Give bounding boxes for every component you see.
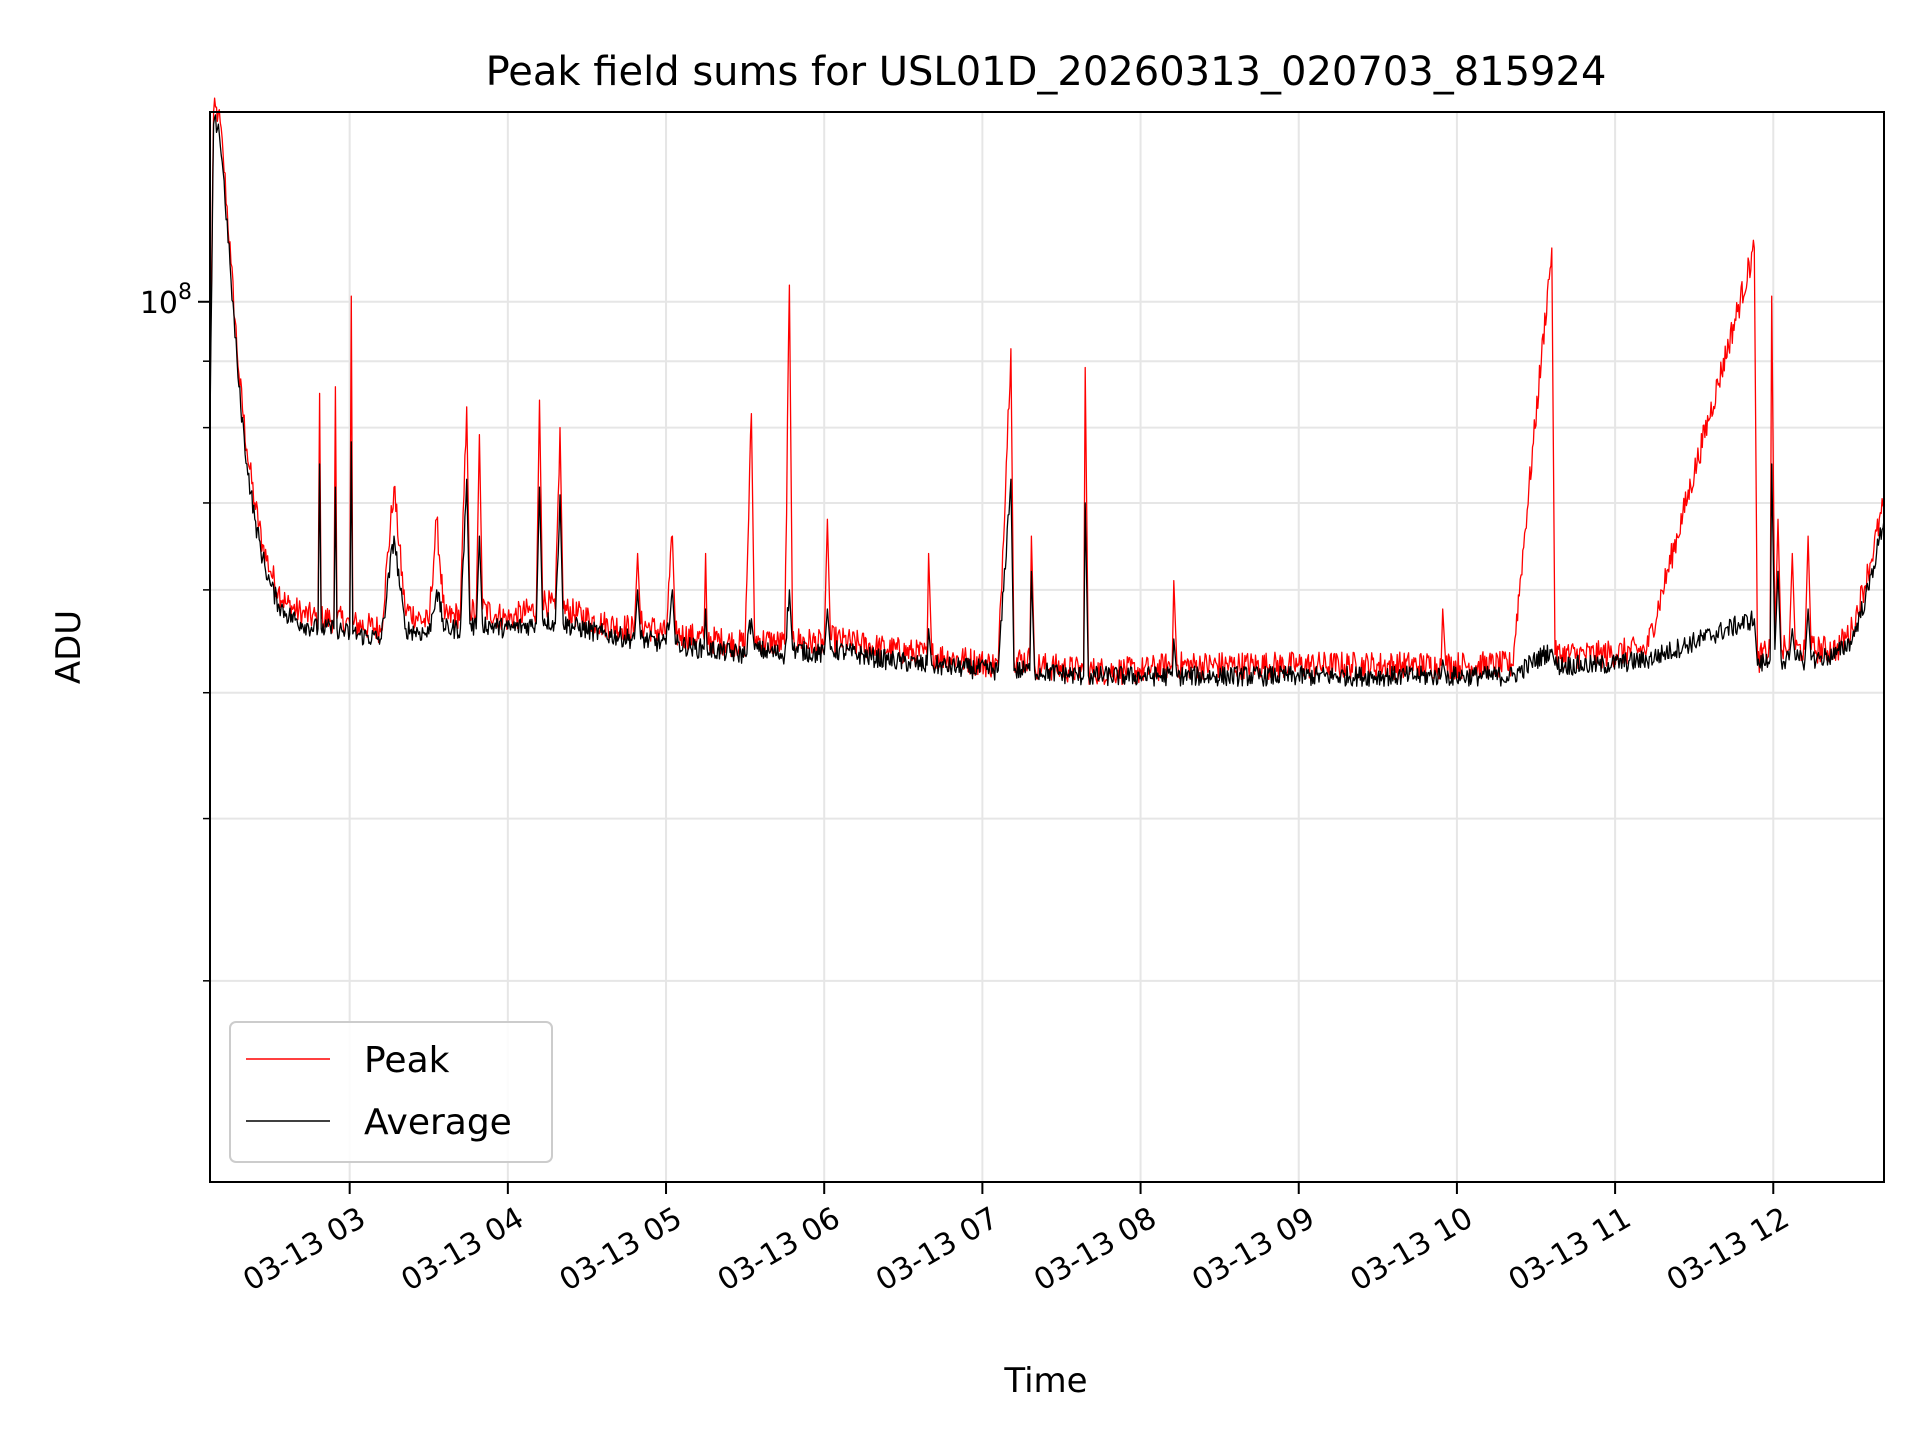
legend-box [229, 1021, 553, 1163]
legend-peak-label: Peak [364, 1040, 450, 1081]
series-line-peak [209, 97, 1885, 686]
chart-title: Peak field sums for USL01D_20260313_0207… [486, 49, 1607, 95]
series-layer [209, 97, 1885, 687]
x-axis-label: Time [1003, 1361, 1087, 1401]
y-axis-label: ADU [49, 610, 89, 684]
legend-average-label: Average [364, 1102, 512, 1143]
grid [210, 112, 1884, 1182]
legend: Peak Average [229, 1021, 553, 1163]
plot-frame [209, 111, 1885, 1183]
series-line-average [209, 114, 1885, 687]
